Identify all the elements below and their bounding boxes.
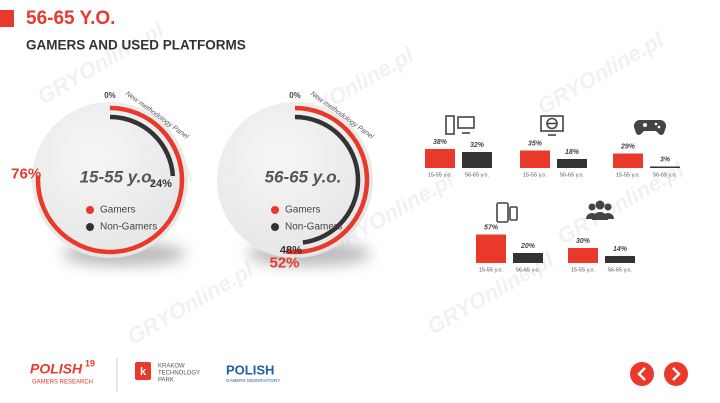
logo-caption: GAMERS OBSERVATORY xyxy=(226,378,280,383)
legend-label: Non-Gamers xyxy=(285,222,342,233)
disc xyxy=(32,102,188,258)
bar xyxy=(568,248,598,263)
bar xyxy=(605,256,635,263)
legend-dot xyxy=(86,223,94,231)
watermark: GRYOnline.pl xyxy=(123,257,259,350)
donut-title: 56-65 y.o. xyxy=(265,167,342,186)
prev-button[interactable] xyxy=(630,362,654,386)
arc xyxy=(285,105,370,255)
logo-line: TECHNOLOGY xyxy=(158,371,200,377)
watermark: GRYOnline.pl xyxy=(553,157,689,250)
donut-title: 15-55 y.o. xyxy=(80,167,157,186)
legend-dot xyxy=(271,223,279,231)
legend-label: Non-Gamers xyxy=(100,222,157,233)
legend-dot xyxy=(271,206,279,214)
category-label: 15-55 y.o. xyxy=(616,172,641,178)
category-label: 56-65 y.o. xyxy=(653,172,678,178)
bar xyxy=(557,159,587,168)
value-label: 14% xyxy=(613,246,628,253)
logo-line: PARK xyxy=(158,378,174,384)
value-label: 35% xyxy=(528,140,543,147)
arc xyxy=(35,105,185,255)
value-label: 29% xyxy=(620,143,636,150)
value-label: 3% xyxy=(660,156,671,163)
legend-dot xyxy=(86,206,94,214)
icon-web xyxy=(540,115,564,136)
next-button[interactable] xyxy=(664,362,688,386)
value-label: 30% xyxy=(576,238,591,245)
logo-polish-gamers-research: POLISH 19 GAMERS RESEARCH xyxy=(30,358,95,385)
bar xyxy=(520,150,550,168)
category-label: 56-65 y.o. xyxy=(608,267,633,273)
bar xyxy=(513,253,543,263)
value-label: 76% xyxy=(11,166,41,183)
bar xyxy=(425,149,455,168)
start-label: 0% xyxy=(104,91,116,100)
category-label: 15-55 y.o. xyxy=(479,267,504,273)
bar xyxy=(613,153,643,168)
logo-caption: GAMERS RESEARCH xyxy=(32,380,93,386)
value-label: 57% xyxy=(484,224,499,231)
bar xyxy=(650,166,680,168)
value-label: 52% xyxy=(269,254,299,271)
title: 56-65 Y.O. xyxy=(26,8,115,29)
logo-line: KRAKOW xyxy=(158,364,185,370)
logo-observatory: POLISH GAMERS OBSERVATORY xyxy=(226,362,280,383)
category-label: 56-65 y.o. xyxy=(516,267,541,273)
icon-social xyxy=(586,200,614,220)
svg-text:k: k xyxy=(140,366,147,378)
value-label: 24% xyxy=(150,178,172,190)
logo-text: POLISH xyxy=(30,361,83,377)
icon-pc xyxy=(445,115,475,135)
watermark: GRYOnline.pl xyxy=(33,17,169,110)
title-accent xyxy=(0,10,14,27)
value-label: 32% xyxy=(470,142,485,149)
subtitle: GAMERS AND USED PLATFORMS xyxy=(26,38,246,53)
category-label: 15-55 y.o. xyxy=(571,267,596,273)
icon-gamepad xyxy=(633,119,667,135)
bar xyxy=(462,152,492,168)
value-label: 20% xyxy=(520,243,536,250)
category-label: 56-65 y.o. xyxy=(465,172,490,178)
disc xyxy=(217,102,373,258)
bar xyxy=(476,234,506,263)
category-label: 56-65 y.o. xyxy=(560,172,585,178)
icon-mobile xyxy=(496,202,518,223)
value-label: 48% xyxy=(280,244,302,256)
arc xyxy=(294,114,361,245)
logo-krakow: k KRAKOW TECHNOLOGY PARK xyxy=(135,362,200,384)
logo-text: POLISH xyxy=(226,362,274,377)
value-label: 18% xyxy=(565,149,580,156)
start-label: 0% xyxy=(289,91,301,100)
logo-badge: 19 xyxy=(85,358,95,368)
category-label: 15-55 y.o. xyxy=(428,172,453,178)
legend-label: Gamers xyxy=(285,205,321,216)
category-label: 15-55 y.o. xyxy=(523,172,548,178)
legend-label: Gamers xyxy=(100,205,136,216)
watermark: GRYOnline.pl xyxy=(533,27,669,120)
value-label: 38% xyxy=(433,139,448,146)
arc xyxy=(109,114,176,177)
